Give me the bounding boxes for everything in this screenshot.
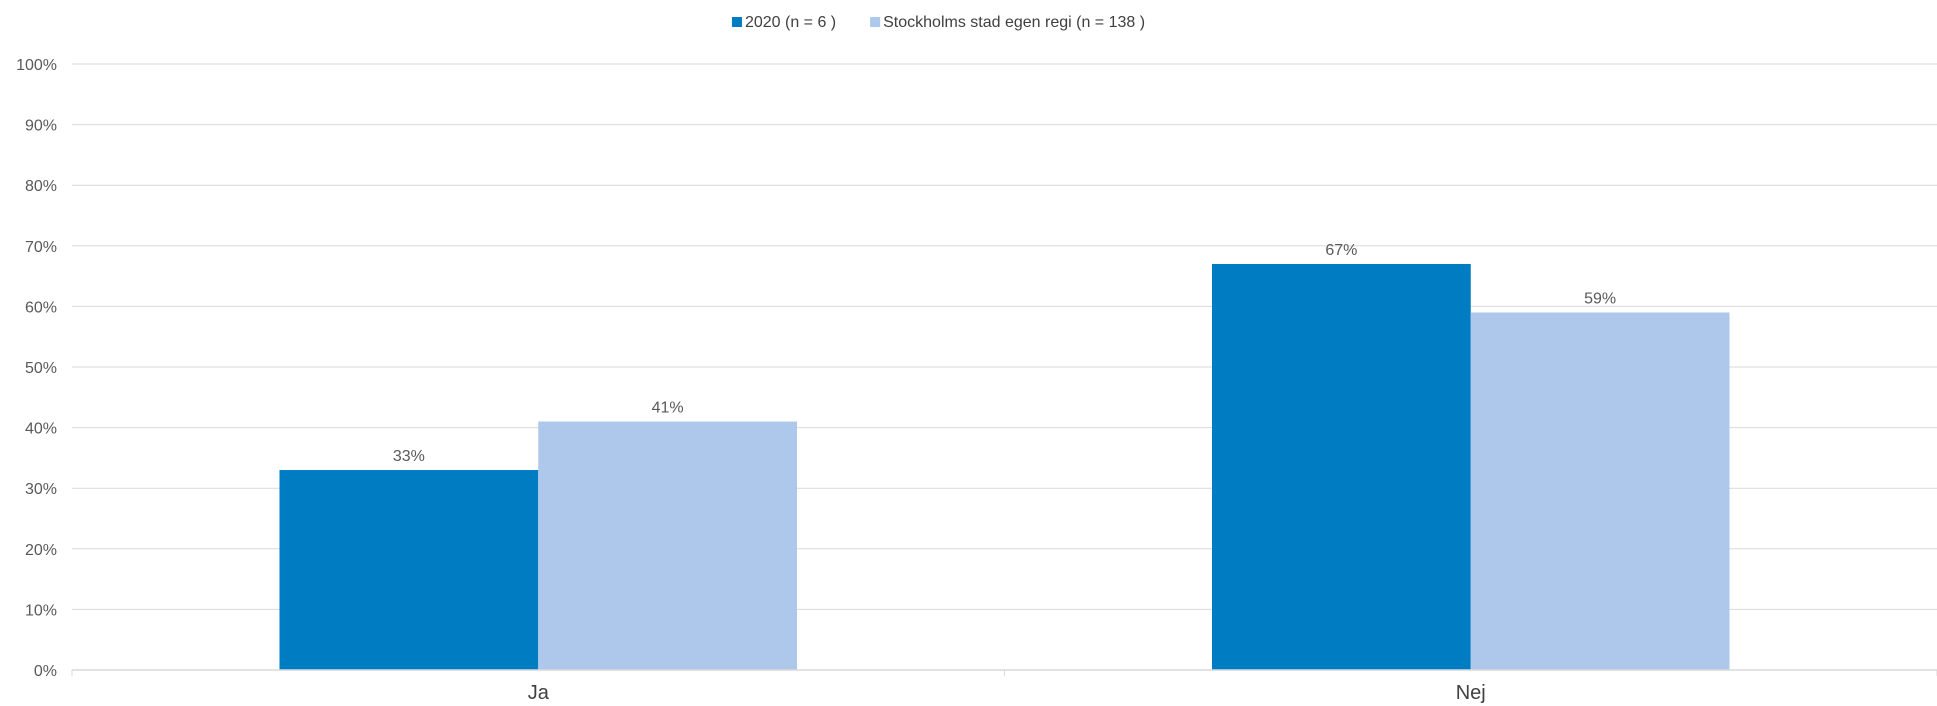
bar — [538, 421, 798, 670]
x-category-label: Ja — [528, 682, 550, 704]
data-labels: 33% 41% 67% 59% — [393, 242, 1616, 465]
bars — [279, 263, 1730, 670]
bar-value-label: 67% — [1325, 242, 1357, 259]
bar-value-label: 33% — [393, 448, 425, 465]
y-axis-tick-labels: 0% 10% 20% 30% 40% 50% 60% 70% 80% 90% 100% — [16, 57, 57, 680]
legend-item: 2020 (n = 6 ) — [731, 14, 836, 31]
legend-item: Stockholms stad egen regi (n = 138 ) — [870, 14, 1145, 31]
bar-value-label: 41% — [652, 400, 684, 417]
y-tick-label: 50% — [25, 360, 57, 377]
y-tick-label: 90% — [25, 118, 57, 135]
x-axis: Ja Nej — [71, 669, 1937, 704]
y-tick-label: 0% — [34, 663, 57, 680]
y-tick-label: 80% — [25, 178, 57, 195]
bar — [279, 470, 539, 670]
y-tick-label: 30% — [25, 481, 57, 498]
y-tick-label: 100% — [16, 57, 57, 74]
y-tick-label: 40% — [25, 421, 57, 438]
legend-swatch — [731, 17, 742, 27]
x-category-label: Nej — [1456, 682, 1486, 704]
bar — [1211, 263, 1471, 670]
y-tick-label: 10% — [25, 602, 57, 619]
chart-legend: 2020 (n = 6 ) Stockholms stad egen regi (… — [731, 14, 1145, 31]
y-tick-label: 60% — [25, 299, 57, 316]
legend-label: Stockholms stad egen regi (n = 138 ) — [883, 14, 1145, 31]
legend-label: 2020 (n = 6 ) — [745, 14, 836, 31]
y-tick-label: 70% — [25, 239, 57, 256]
legend-swatch — [870, 17, 881, 27]
y-tick-label: 20% — [25, 542, 57, 559]
bar-value-label: 59% — [1584, 290, 1616, 307]
bar — [1470, 312, 1730, 670]
